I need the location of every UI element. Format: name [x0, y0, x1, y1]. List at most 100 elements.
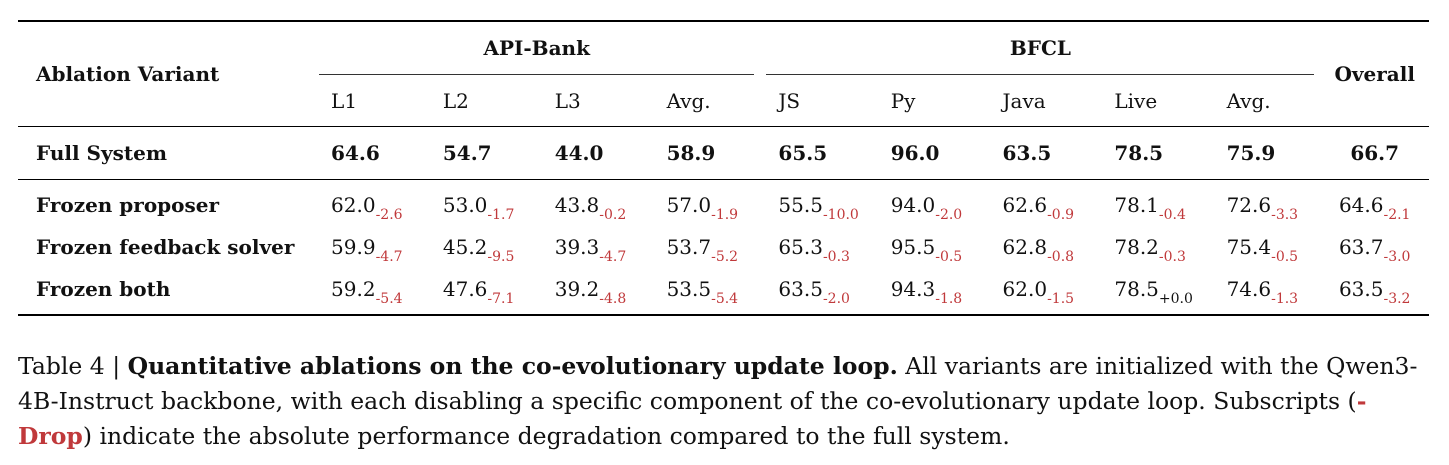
cell-value: 53.7	[666, 235, 712, 259]
cell-value: 43.8	[554, 193, 600, 217]
cell-value: 78.5	[1114, 277, 1159, 301]
table-cell: 44.0	[554, 141, 604, 165]
table-cell: 64.6	[331, 141, 380, 165]
col-header-l3: L3	[554, 88, 581, 113]
col-header-py: Py	[890, 88, 916, 113]
cell-drop-subscript: -0.2	[599, 207, 627, 223]
cell-value: 39.3	[554, 235, 600, 259]
cell-drop-subscript: -5.4	[375, 291, 403, 307]
table-cell: 94.0-2.0	[873, 180, 985, 226]
table-cell: 53.0-1.7	[425, 180, 537, 226]
cell-value: 59.9	[331, 235, 376, 259]
group-cmidrules	[18, 74, 1429, 75]
cell-drop-subscript: -0.8	[1047, 249, 1075, 265]
table-cell: 62.0-1.5	[985, 268, 1097, 314]
cell-drop-subscript: -1.3	[1271, 291, 1299, 307]
table-cell: 78.5	[1114, 141, 1164, 165]
cell-value: 63.5	[778, 277, 823, 301]
table-cell: 78.2-0.3	[1096, 226, 1208, 268]
table-cell: 47.6-7.1	[425, 268, 537, 314]
table-cell: 43.8-0.2	[537, 180, 649, 226]
cell-drop-subscript: -0.4	[1158, 207, 1186, 223]
cell-value: 78.2	[1114, 235, 1159, 259]
cell-value: 74.6	[1226, 277, 1272, 301]
cell-drop-subscript: -0.5	[935, 249, 963, 265]
cell-value: 53.0	[442, 193, 488, 217]
variant-row: Frozen both 59.2-5.4 47.6-7.1 39.2-4.8 53.5-…	[18, 268, 1429, 314]
full-system-label: Full System	[36, 141, 167, 165]
cell-value: 63.7	[1338, 235, 1384, 259]
caption-body-end: ) indicate the absolute performance degr…	[82, 422, 1010, 450]
cell-drop-subscript: -9.5	[487, 249, 515, 265]
cell-drop-subscript: -4.7	[599, 249, 627, 265]
cell-value: 65.3	[778, 235, 823, 259]
cell-value: 75.4	[1226, 235, 1272, 259]
cell-value: 94.3	[890, 277, 936, 301]
apibank-cmidrule	[313, 74, 760, 75]
cell-value: 64.6	[1338, 193, 1384, 217]
cell-value: 63.5	[1338, 277, 1384, 301]
cell-value: 39.2	[554, 277, 600, 301]
ablation-table: Ablation Variant API-Bank BFCL Overall L…	[18, 20, 1429, 316]
cell-drop-subscript: -1.8	[935, 291, 963, 307]
cell-value: 55.5	[778, 193, 823, 217]
apibank-group-header: API-Bank	[483, 36, 590, 60]
table-cell: 63.5	[1002, 141, 1052, 165]
header-row-columns: L1 L2 L3 Avg. JS Py Java Live Avg.	[18, 75, 1429, 127]
col-header-l2: L2	[442, 88, 469, 113]
cell-drop-subscript: -0.9	[1047, 207, 1075, 223]
ablation-table-container: Ablation Variant API-Bank BFCL Overall L…	[18, 20, 1429, 316]
cell-value: 95.5	[890, 235, 936, 259]
col-header-java: Java	[1002, 88, 1046, 113]
cell-value: 62.0	[1002, 277, 1048, 301]
cell-value: 62.8	[1002, 235, 1048, 259]
variant-row: Frozen feedback solver 59.9-4.7 45.2-9.5 39…	[18, 226, 1429, 268]
cell-drop-subscript: -1.7	[487, 207, 515, 223]
table-cell: 58.9	[666, 141, 716, 165]
table-cell: 53.7-5.2	[649, 226, 761, 268]
cell-drop-subscript: -7.1	[487, 291, 515, 307]
cell-drop-subscript: -2.6	[375, 207, 403, 223]
cell-value: 94.0	[890, 193, 936, 217]
table-cell: 66.7	[1350, 141, 1400, 165]
table-cell: 63.5-2.0	[760, 268, 872, 314]
table-cell: 62.6-0.9	[985, 180, 1097, 226]
cell-value: 45.2	[442, 235, 488, 259]
cell-drop-subscript: -2.0	[822, 291, 850, 307]
cell-drop-subscript: -3.0	[1383, 249, 1411, 265]
table-cell: 94.3-1.8	[873, 268, 985, 314]
col-header-l1: L1	[331, 88, 358, 113]
cell-value: 78.1	[1114, 193, 1159, 217]
cell-value: 47.6	[442, 277, 488, 301]
bfcl-group-header: BFCL	[1009, 36, 1071, 60]
table-cell: 96.0	[890, 141, 940, 165]
table-cell: 59.2-5.4	[313, 268, 425, 314]
table-cell: 39.3-4.7	[537, 226, 649, 268]
cell-value: 59.2	[331, 277, 376, 301]
cell-value: 72.6	[1226, 193, 1272, 217]
table-caption: Table 4 | Quantitative ablations on the …	[18, 349, 1438, 454]
table-cell: 74.6-1.3	[1209, 268, 1321, 314]
cell-value: 62.0	[331, 193, 376, 217]
table-cell: 78.5+0.0	[1096, 268, 1208, 314]
variant-label: Frozen proposer	[36, 193, 220, 217]
cell-drop-subscript: -5.4	[711, 291, 739, 307]
col-header-bfcl-avg: Avg.	[1226, 88, 1271, 113]
table-cell: 39.2-4.8	[537, 268, 649, 314]
table-cell: 75.4-0.5	[1209, 226, 1321, 268]
variant-label: Frozen both	[36, 277, 171, 301]
cell-drop-subscript: -2.1	[1383, 207, 1411, 223]
full-system-row: Full System 64.6 54.7 44.0 58.9 65.5 96.…	[18, 127, 1429, 180]
table-cell: 62.0-2.6	[313, 180, 425, 226]
table-cell: 63.7-3.0	[1320, 226, 1429, 268]
table-cell: 59.9-4.7	[313, 226, 425, 268]
bfcl-cmidrule	[760, 74, 1320, 75]
variant-column-header: Ablation Variant	[36, 62, 220, 86]
cell-value: 57.0	[666, 193, 712, 217]
cell-drop-subscript: -4.7	[375, 249, 403, 265]
caption-drop-label: -Drop	[18, 387, 1367, 450]
variant-label: Frozen feedback solver	[36, 235, 295, 259]
caption-prefix: Table 4 |	[18, 352, 128, 380]
cell-drop-subscript: -10.0	[822, 207, 859, 223]
table-cell: 78.1-0.4	[1096, 180, 1208, 226]
